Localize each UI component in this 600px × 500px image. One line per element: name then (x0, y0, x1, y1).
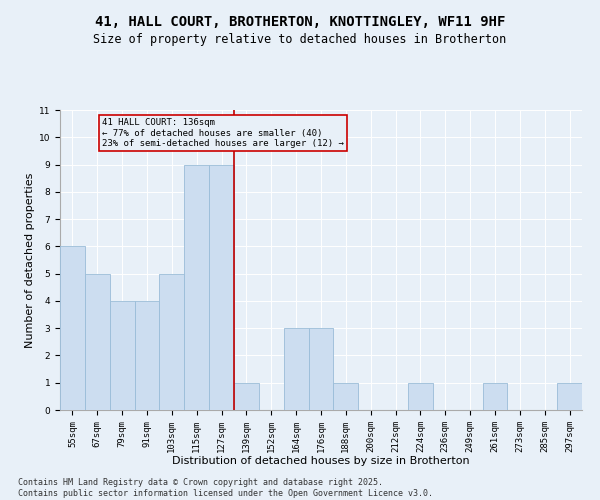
Y-axis label: Number of detached properties: Number of detached properties (25, 172, 35, 348)
Bar (308, 328, 334, 410)
Bar (184, 164, 209, 410)
Bar (209, 164, 234, 410)
X-axis label: Distribution of detached houses by size in Brotherton: Distribution of detached houses by size … (172, 456, 470, 466)
Bar (334, 382, 358, 410)
Bar (110, 301, 134, 410)
Bar (134, 301, 160, 410)
Text: 41, HALL COURT, BROTHERTON, KNOTTINGLEY, WF11 9HF: 41, HALL COURT, BROTHERTON, KNOTTINGLEY,… (95, 15, 505, 29)
Bar (482, 382, 508, 410)
Bar (234, 382, 259, 410)
Bar (60, 246, 85, 410)
Bar (85, 274, 110, 410)
Bar (408, 382, 433, 410)
Text: 41 HALL COURT: 136sqm
← 77% of detached houses are smaller (40)
23% of semi-deta: 41 HALL COURT: 136sqm ← 77% of detached … (102, 118, 344, 148)
Text: Size of property relative to detached houses in Brotherton: Size of property relative to detached ho… (94, 32, 506, 46)
Bar (284, 328, 308, 410)
Bar (557, 382, 582, 410)
Bar (160, 274, 184, 410)
Text: Contains HM Land Registry data © Crown copyright and database right 2025.
Contai: Contains HM Land Registry data © Crown c… (18, 478, 433, 498)
